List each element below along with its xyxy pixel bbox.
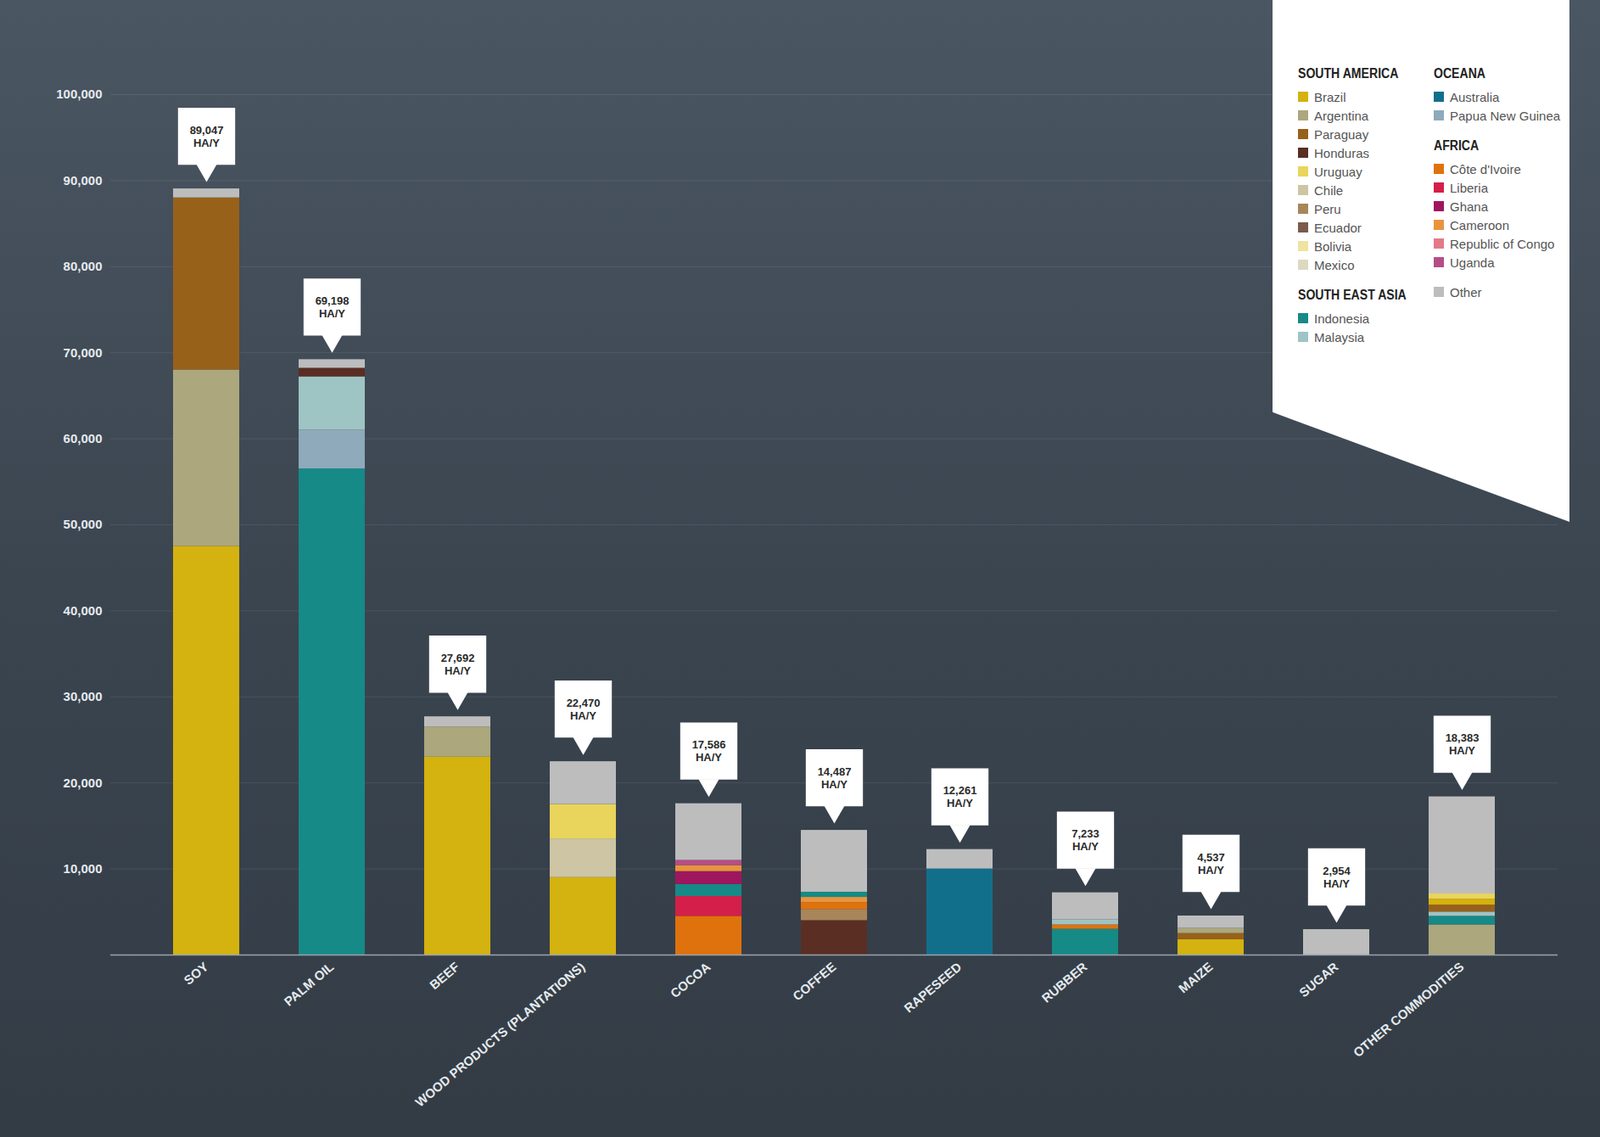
html-text:SOUTH EAST ASIA: SOUTH EAST ASIA: [1297, 287, 1407, 303]
html-text:Brazil: Brazil: [1314, 89, 1346, 105]
svg-text:BEEF: BEEF: [426, 958, 463, 992]
svg-text:RUBBER: RUBBER: [1038, 958, 1090, 1005]
svg-text:30,000: 30,000: [63, 688, 103, 704]
svg-text:OTHER COMMODITIES: OTHER COMMODITIES: [1350, 958, 1467, 1060]
html-text:Honduras: Honduras: [1314, 145, 1370, 161]
svg-text:100,000: 100,000: [55, 86, 102, 101]
html-text:Cameroon: Cameroon: [1449, 218, 1510, 233]
svg-text:90,000: 90,000: [63, 173, 103, 188]
svg-text:PALM OIL: PALM OIL: [281, 958, 337, 1008]
html-text:Uruguay: Uruguay: [1314, 164, 1363, 180]
svg-text:40,000: 40,000: [63, 603, 103, 618]
svg-text:SOY: SOY: [180, 958, 211, 987]
html-text:Ghana: Ghana: [1449, 199, 1489, 214]
html-text:Other: Other: [1449, 285, 1482, 300]
svg-text:20,000: 20,000: [63, 775, 103, 790]
html-text:SOUTH AMERICA: SOUTH AMERICA: [1297, 66, 1399, 81]
svg-text:MAIZE: MAIZE: [1175, 958, 1216, 996]
svg-text:12,261HA/Y: 12,261HA/Y: [943, 783, 978, 810]
html-text:Papua New Guinea: Papua New Guinea: [1449, 108, 1561, 124]
html-text:Liberia: Liberia: [1449, 180, 1489, 196]
svg-text:69,198HA/Y: 69,198HA/Y: [315, 294, 350, 320]
html-text:Paraguay: Paraguay: [1314, 127, 1369, 142]
svg-text:27,692HA/Y: 27,692HA/Y: [441, 651, 476, 677]
html-text:Australia: Australia: [1449, 89, 1500, 105]
svg-text:10,000: 10,000: [63, 861, 103, 876]
html-text:Bolivia: Bolivia: [1314, 239, 1352, 254]
svg-text:SUGAR: SUGAR: [1296, 958, 1342, 1000]
svg-text:14,487HA/Y: 14,487HA/Y: [817, 765, 852, 791]
html-text:Côte d'Ivoire: Côte d'Ivoire: [1449, 162, 1521, 177]
svg-text:60,000: 60,000: [63, 430, 103, 446]
html-text:Peru: Peru: [1314, 201, 1341, 217]
html-text:AFRICA: AFRICA: [1433, 138, 1479, 153]
svg-text:4,537HA/Y: 4,537HA/Y: [1197, 850, 1226, 877]
svg-text:70,000: 70,000: [63, 345, 103, 360]
html-text:Argentina: Argentina: [1314, 108, 1369, 124]
svg-text:17,586HA/Y: 17,586HA/Y: [692, 738, 727, 764]
svg-text:WOOD PRODUCTS (PLANTATIONS): WOOD PRODUCTS (PLANTATIONS): [412, 958, 588, 1109]
html-text:Indonesia: Indonesia: [1314, 311, 1370, 326]
svg-text:22,470HA/Y: 22,470HA/Y: [566, 696, 601, 722]
svg-text:RAPESEED: RAPESEED: [900, 958, 964, 1015]
svg-text:7,233HA/Y: 7,233HA/Y: [1071, 827, 1100, 853]
html-text:Uganda: Uganda: [1449, 255, 1495, 270]
svg-text:18,383HA/Y: 18,383HA/Y: [1445, 731, 1480, 757]
svg-text:COFFEE: COFFEE: [789, 958, 840, 1003]
svg-text:80,000: 80,000: [63, 258, 103, 274]
html-text:Malaysia: Malaysia: [1314, 330, 1365, 345]
html-text:OCEANA: OCEANA: [1433, 66, 1486, 81]
svg-text:50,000: 50,000: [63, 516, 103, 532]
html-text:Chile: Chile: [1314, 183, 1344, 198]
html-text:Ecuador: Ecuador: [1314, 220, 1362, 235]
html-text:Republic of Congo: Republic of Congo: [1449, 236, 1555, 252]
svg-text:2,954HA/Y: 2,954HA/Y: [1322, 864, 1351, 890]
svg-text:COCOA: COCOA: [667, 958, 714, 1001]
svg-text:89,047HA/Y: 89,047HA/Y: [190, 123, 224, 150]
html-text:Mexico: Mexico: [1314, 257, 1355, 273]
